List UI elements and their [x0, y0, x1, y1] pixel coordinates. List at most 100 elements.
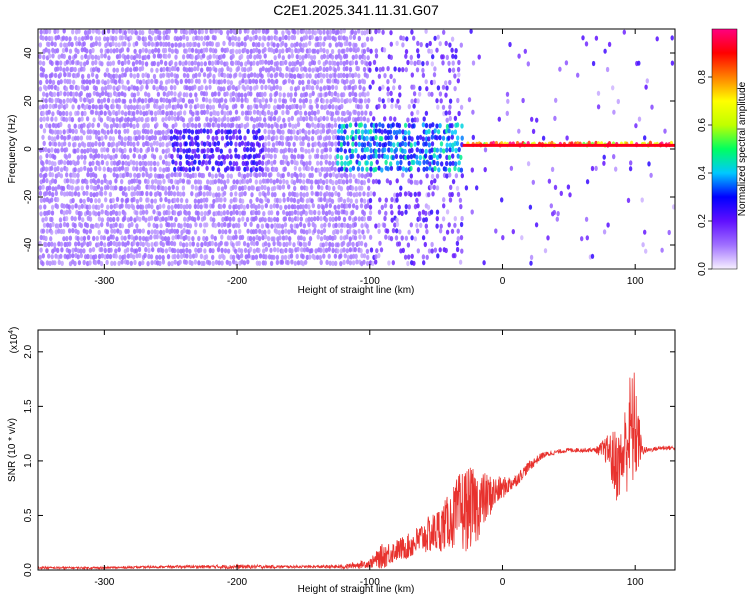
spectrogram-cell: [296, 246, 300, 252]
spectrogram-cell: [146, 242, 151, 248]
spectrogram-cell: [257, 247, 261, 253]
spectrogram-cell: [176, 66, 180, 72]
spectrogram-cell: [345, 73, 349, 79]
spectrogram-cell: [530, 116, 534, 122]
spectrogram-cell: [585, 179, 590, 185]
spectrogram-cell: [238, 29, 242, 35]
spectrogram-cell: [127, 86, 131, 92]
spectrogram-cell: [340, 116, 344, 122]
spectrogram-cell: [166, 147, 171, 153]
spectrogram-cell: [193, 172, 198, 178]
spectrogram-cell: [185, 92, 189, 98]
spectrogram-cell: [331, 104, 335, 110]
spectrogram-cell: [126, 140, 130, 147]
spectrogram-cell: [249, 221, 253, 227]
spectrogram-cell: [74, 241, 78, 247]
spectrogram-cell: [267, 78, 271, 84]
spectrogram-cell: [286, 92, 291, 98]
spectrogram-cell: [311, 67, 315, 73]
spectrogram-cell: [427, 91, 431, 97]
spectrogram-cell: [279, 123, 283, 129]
spectrogram-cell: [146, 54, 151, 60]
spectrogram-cell: [94, 129, 98, 135]
spectrogram-cell: [53, 161, 57, 167]
spectrogram-cell: [123, 104, 128, 110]
spectrogram-cell: [325, 172, 329, 178]
spectrogram-cell: [274, 109, 279, 115]
spectrogram-cell: [421, 235, 426, 241]
spectrogram-cell: [48, 53, 52, 59]
spectrogram-cell: [105, 104, 110, 111]
spectrogram-y-label: Frequency (Hz): [7, 115, 18, 184]
spectrogram-cell: [359, 122, 363, 128]
spectrogram-cell: [147, 41, 151, 47]
spectrogram-cell: [82, 79, 86, 85]
spectrogram-cell: [316, 234, 320, 240]
spectrogram-cell: [97, 204, 101, 210]
spectrogram-cell: [243, 67, 247, 73]
spectrogram-cell: [123, 141, 127, 147]
spectrogram-cell: [670, 35, 674, 41]
spectrogram-cell: [261, 42, 265, 48]
spectrogram-cell: [260, 204, 264, 210]
spectrogram-cell: [120, 116, 124, 122]
spectrogram-cell: [313, 141, 317, 147]
spectrogram-cell: [266, 236, 271, 242]
spectrogram-cell: [254, 79, 259, 85]
spectrogram-cell: [296, 48, 301, 54]
spectrogram-cell: [152, 84, 156, 91]
spectrogram-cell: [359, 98, 363, 104]
spectrogram-cell: [176, 36, 180, 42]
spectrogram-cell: [258, 110, 262, 116]
spectrogram-cell: [120, 259, 124, 265]
spectrogram-cell: [158, 53, 163, 59]
spectrogram-cell: [229, 140, 233, 146]
spectrogram-cell: [141, 228, 145, 234]
spectrogram-cell: [252, 123, 256, 130]
spectrogram-cell: [331, 260, 335, 266]
spectrogram-cell: [241, 78, 245, 84]
spectrogram-cell: [343, 253, 347, 259]
spectrogram-cell: [361, 229, 365, 235]
spectrogram-cell: [298, 79, 302, 86]
spectrogram-cell: [348, 240, 352, 246]
spectrogram-cell: [348, 236, 352, 242]
spectrogram-cell: [299, 172, 303, 178]
spectrogram-cell: [190, 54, 194, 60]
spectrogram-cell: [388, 116, 393, 122]
spectrogram-cell: [45, 92, 49, 98]
spectrogram-cell: [182, 228, 186, 234]
spectrogram-cell: [342, 72, 346, 78]
snr-y-tick-label: 0.5: [23, 508, 34, 522]
spectrogram-cell: [349, 198, 353, 204]
spectrogram-cell: [410, 147, 414, 153]
spectrogram-cell: [330, 242, 335, 248]
spectrogram-cell: [275, 60, 279, 67]
spectrogram-cell: [374, 153, 378, 159]
spectrogram-cell: [345, 234, 349, 240]
spectrogram-cell: [341, 92, 346, 98]
spectrogram-cell: [108, 179, 113, 185]
spectrogram-cell: [170, 42, 175, 48]
spectrogram-cell: [212, 78, 216, 84]
spectrogram-cell: [129, 122, 133, 128]
spectrogram-cell: [455, 140, 460, 146]
spectrogram-cell: [313, 30, 317, 36]
spectrogram-cell: [213, 235, 217, 241]
spectrogram-cell: [58, 98, 63, 104]
spectrogram-cell: [150, 184, 154, 190]
spectrogram-cell: [153, 173, 158, 179]
spectrogram-cell: [143, 153, 147, 159]
spectrogram-cell: [293, 73, 297, 79]
spectrogram-cell: [304, 242, 308, 248]
spectrogram-cell: [336, 242, 340, 248]
spectrogram-cell: [397, 210, 401, 216]
spectrogram-cell: [83, 61, 87, 67]
spectrogram-cell: [208, 186, 212, 192]
spectrogram-cell: [68, 48, 73, 54]
spectrogram-cell: [454, 147, 458, 154]
spectrogram-cell: [317, 184, 321, 190]
spectrogram-cell: [302, 116, 306, 122]
spectrogram-cell: [139, 197, 143, 203]
